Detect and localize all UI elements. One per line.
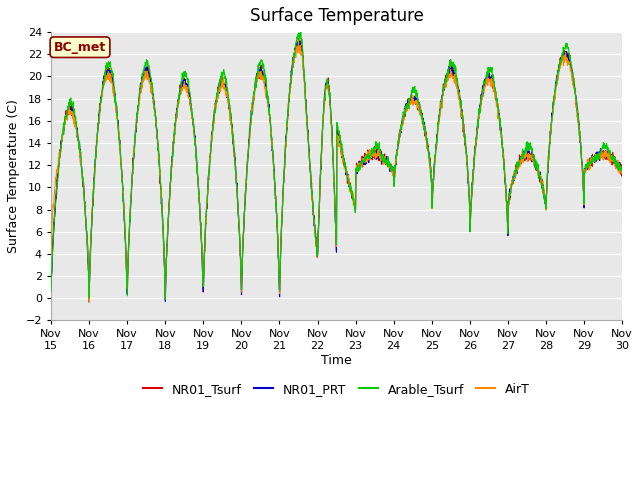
AirT — [503, 212, 511, 217]
AirT — [207, 156, 214, 162]
NR01_PRT — [354, 162, 362, 168]
Arable_Tsurf — [297, 29, 305, 35]
NR01_PRT — [47, 286, 55, 292]
Legend: NR01_Tsurf, NR01_PRT, Arable_Tsurf, AirT: NR01_Tsurf, NR01_PRT, Arable_Tsurf, AirT — [138, 378, 535, 401]
Text: BC_met: BC_met — [54, 41, 106, 54]
Line: NR01_PRT: NR01_PRT — [51, 40, 622, 302]
NR01_PRT — [568, 72, 576, 77]
Line: NR01_Tsurf: NR01_Tsurf — [51, 38, 622, 298]
AirT — [47, 251, 55, 257]
NR01_Tsurf — [366, 151, 374, 156]
AirT — [568, 78, 576, 84]
Arable_Tsurf — [568, 69, 576, 75]
X-axis label: Time: Time — [321, 354, 352, 367]
NR01_PRT — [295, 37, 303, 43]
NR01_PRT — [85, 299, 93, 305]
Arable_Tsurf — [207, 149, 214, 155]
AirT — [584, 163, 592, 169]
AirT — [294, 37, 302, 43]
Arable_Tsurf — [366, 155, 374, 161]
Arable_Tsurf — [503, 211, 511, 217]
NR01_Tsurf — [568, 69, 576, 74]
Arable_Tsurf — [584, 165, 592, 170]
Line: AirT: AirT — [51, 40, 622, 302]
NR01_PRT — [366, 154, 374, 159]
NR01_Tsurf — [207, 150, 214, 156]
NR01_PRT — [503, 204, 511, 210]
Y-axis label: Surface Temperature (C): Surface Temperature (C) — [7, 99, 20, 253]
NR01_Tsurf — [584, 160, 592, 166]
AirT — [85, 299, 93, 305]
Arable_Tsurf — [354, 166, 362, 172]
NR01_Tsurf — [85, 295, 93, 301]
NR01_PRT — [584, 160, 592, 166]
NR01_Tsurf — [618, 168, 626, 174]
AirT — [354, 165, 362, 171]
Arable_Tsurf — [47, 289, 55, 295]
Title: Surface Temperature: Surface Temperature — [250, 7, 424, 25]
AirT — [618, 164, 626, 169]
NR01_Tsurf — [295, 36, 303, 41]
Arable_Tsurf — [618, 166, 626, 171]
NR01_Tsurf — [503, 211, 511, 216]
Line: Arable_Tsurf: Arable_Tsurf — [51, 32, 622, 299]
NR01_PRT — [618, 169, 626, 175]
AirT — [366, 149, 374, 155]
NR01_PRT — [207, 149, 214, 155]
NR01_Tsurf — [354, 162, 362, 168]
NR01_Tsurf — [47, 286, 55, 292]
Arable_Tsurf — [161, 296, 169, 302]
